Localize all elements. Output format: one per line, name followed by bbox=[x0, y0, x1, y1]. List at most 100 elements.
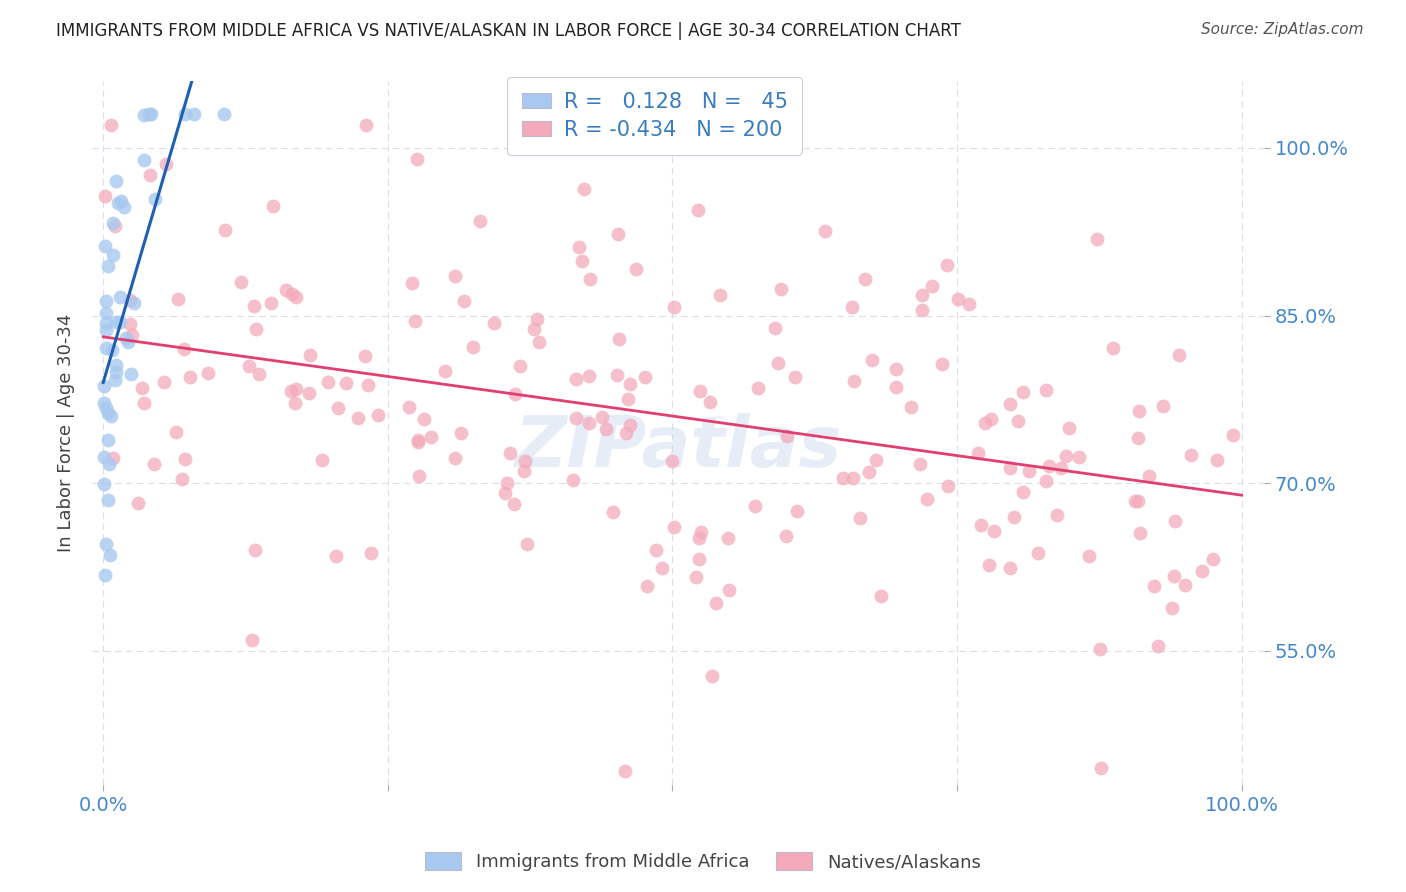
Point bbox=[1067, 450, 1090, 464]
Point bbox=[94, 294, 117, 309]
Point bbox=[516, 537, 538, 551]
Point bbox=[766, 356, 789, 370]
Point bbox=[1026, 546, 1049, 560]
Point bbox=[568, 239, 591, 253]
Point bbox=[921, 279, 943, 293]
Point bbox=[662, 519, 685, 533]
Point bbox=[420, 430, 443, 444]
Point bbox=[354, 349, 377, 363]
Point bbox=[1035, 383, 1057, 397]
Point bbox=[197, 366, 219, 380]
Point bbox=[1018, 464, 1040, 478]
Point bbox=[564, 372, 586, 386]
Point bbox=[243, 299, 266, 313]
Point bbox=[785, 369, 807, 384]
Point bbox=[523, 322, 546, 336]
Point bbox=[718, 583, 741, 598]
Point bbox=[262, 199, 284, 213]
Point bbox=[120, 368, 142, 382]
Point bbox=[688, 552, 710, 566]
Point bbox=[915, 491, 938, 506]
Point bbox=[686, 202, 709, 217]
Point bbox=[967, 446, 990, 460]
Point bbox=[1012, 384, 1035, 399]
Point bbox=[578, 417, 600, 431]
Point bbox=[651, 560, 673, 574]
Point bbox=[179, 370, 201, 384]
Point bbox=[97, 493, 120, 508]
Point bbox=[450, 426, 472, 441]
Point bbox=[562, 473, 585, 487]
Point bbox=[842, 471, 865, 485]
Point bbox=[858, 465, 880, 479]
Point bbox=[572, 182, 595, 196]
Point bbox=[983, 524, 1005, 538]
Point bbox=[1088, 642, 1111, 657]
Point bbox=[98, 457, 121, 471]
Point bbox=[94, 537, 117, 551]
Point bbox=[443, 451, 465, 466]
Point bbox=[900, 400, 922, 414]
Point bbox=[1147, 639, 1170, 653]
Point bbox=[503, 497, 526, 511]
Point bbox=[499, 446, 522, 460]
Point bbox=[94, 239, 117, 253]
Point bbox=[619, 417, 641, 432]
Point bbox=[1164, 514, 1187, 528]
Point bbox=[100, 343, 122, 357]
Point bbox=[814, 224, 837, 238]
Point bbox=[842, 374, 865, 388]
Point bbox=[775, 529, 797, 543]
Point bbox=[93, 568, 115, 582]
Point bbox=[97, 433, 120, 447]
Point bbox=[1038, 458, 1060, 473]
Point bbox=[1168, 348, 1191, 362]
Point bbox=[167, 292, 190, 306]
Point bbox=[326, 401, 349, 416]
Point bbox=[630, 141, 652, 155]
Point bbox=[121, 327, 143, 342]
Point bbox=[946, 292, 969, 306]
Point bbox=[564, 410, 586, 425]
Point bbox=[298, 348, 321, 362]
Point bbox=[699, 395, 721, 409]
Point bbox=[614, 764, 637, 778]
Point bbox=[503, 387, 526, 401]
Point bbox=[453, 294, 475, 309]
Point bbox=[143, 192, 166, 206]
Point bbox=[398, 400, 420, 414]
Point bbox=[931, 357, 953, 371]
Point bbox=[494, 486, 516, 500]
Point bbox=[101, 450, 124, 465]
Point bbox=[970, 517, 993, 532]
Point bbox=[1090, 761, 1112, 775]
Point bbox=[884, 362, 907, 376]
Point bbox=[367, 409, 389, 423]
Point bbox=[1000, 561, 1022, 575]
Point bbox=[689, 525, 711, 540]
Point bbox=[634, 369, 657, 384]
Point bbox=[908, 458, 931, 472]
Point bbox=[285, 382, 308, 396]
Point bbox=[661, 453, 683, 467]
Point bbox=[104, 365, 127, 379]
Point bbox=[406, 435, 429, 450]
Point bbox=[595, 421, 617, 435]
Point bbox=[1046, 508, 1069, 523]
Point bbox=[94, 401, 117, 416]
Point bbox=[495, 476, 517, 491]
Point bbox=[776, 428, 799, 442]
Point bbox=[1057, 420, 1080, 434]
Point bbox=[434, 363, 457, 377]
Point bbox=[93, 476, 115, 491]
Point bbox=[461, 340, 484, 354]
Point bbox=[173, 107, 195, 121]
Point bbox=[1222, 427, 1244, 442]
Point bbox=[1137, 468, 1160, 483]
Point bbox=[127, 496, 149, 510]
Point bbox=[770, 282, 793, 296]
Point bbox=[841, 300, 863, 314]
Point bbox=[1054, 449, 1077, 463]
Point bbox=[1142, 579, 1164, 593]
Point bbox=[1004, 510, 1026, 524]
